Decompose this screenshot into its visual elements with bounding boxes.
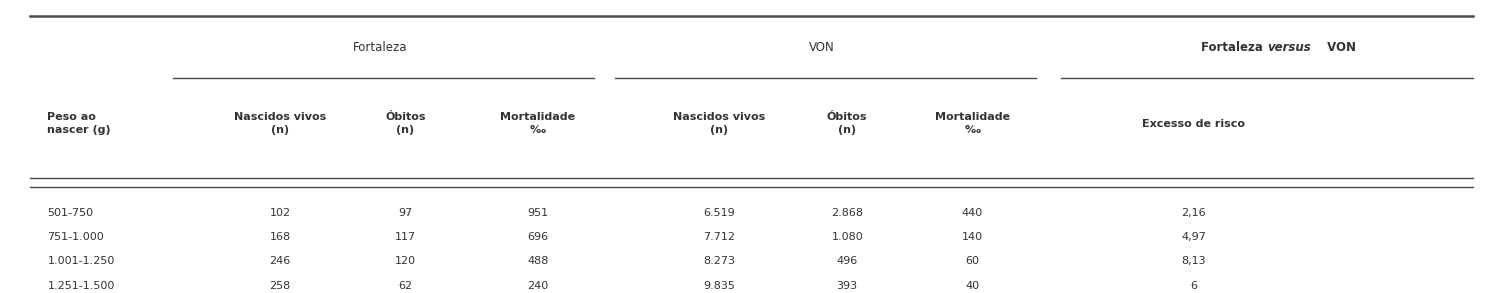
Text: 751-1.000: 751-1.000: [48, 232, 104, 242]
Text: 440: 440: [962, 207, 983, 217]
Text: 488: 488: [528, 256, 549, 266]
Text: Mortalidade
‰: Mortalidade ‰: [500, 112, 576, 135]
Text: 240: 240: [528, 281, 549, 291]
Text: 168: 168: [269, 232, 290, 242]
Text: 501-750: 501-750: [48, 207, 93, 217]
Text: Óbitos
(n): Óbitos (n): [385, 112, 425, 135]
Text: 4,97: 4,97: [1181, 232, 1205, 242]
Text: 951: 951: [528, 207, 549, 217]
Text: 246: 246: [269, 256, 290, 266]
Text: 102: 102: [269, 207, 290, 217]
Text: 40: 40: [965, 281, 980, 291]
Text: 2,16: 2,16: [1181, 207, 1205, 217]
Text: 97: 97: [398, 207, 412, 217]
Text: 120: 120: [395, 256, 416, 266]
Text: Peso ao
nascer (g): Peso ao nascer (g): [48, 112, 111, 135]
Text: 2.868: 2.868: [831, 207, 863, 217]
Text: 62: 62: [398, 281, 412, 291]
Text: 6: 6: [1190, 281, 1196, 291]
Text: VON: VON: [809, 41, 836, 54]
Text: Óbitos
(n): Óbitos (n): [827, 112, 867, 135]
Text: 60: 60: [965, 256, 980, 266]
Text: versus: versus: [1267, 41, 1311, 54]
Text: 1.251-1.500: 1.251-1.500: [48, 281, 114, 291]
Text: 9.835: 9.835: [703, 281, 735, 291]
Text: 696: 696: [528, 232, 549, 242]
Text: 1.080: 1.080: [831, 232, 863, 242]
Text: Mortalidade
‰: Mortalidade ‰: [935, 112, 1010, 135]
Text: 6.519: 6.519: [703, 207, 735, 217]
Text: Fortaleza: Fortaleza: [353, 41, 407, 54]
Text: Nascidos vivos
(n): Nascidos vivos (n): [673, 112, 765, 135]
Text: 1.001-1.250: 1.001-1.250: [48, 256, 114, 266]
Text: 393: 393: [837, 281, 858, 291]
Text: 8,13: 8,13: [1181, 256, 1205, 266]
Text: 8.273: 8.273: [703, 256, 735, 266]
Text: 117: 117: [395, 232, 416, 242]
Text: 7.712: 7.712: [703, 232, 735, 242]
Text: 140: 140: [962, 232, 983, 242]
Text: 258: 258: [269, 281, 290, 291]
Text: VON: VON: [1323, 41, 1356, 54]
Text: Fortaleza: Fortaleza: [1201, 41, 1267, 54]
Text: Excesso de risco: Excesso de risco: [1142, 119, 1244, 129]
Text: 496: 496: [837, 256, 858, 266]
Text: Nascidos vivos
(n): Nascidos vivos (n): [234, 112, 326, 135]
